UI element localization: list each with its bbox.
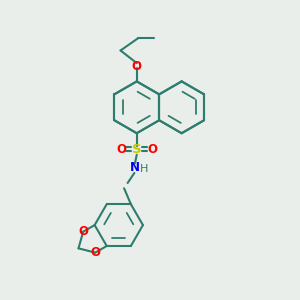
Text: N: N bbox=[129, 161, 140, 174]
Text: H: H bbox=[140, 164, 148, 174]
Text: S: S bbox=[132, 143, 142, 156]
Text: O: O bbox=[116, 143, 126, 156]
Text: O: O bbox=[78, 225, 88, 238]
Text: O: O bbox=[132, 60, 142, 73]
Text: O: O bbox=[147, 143, 157, 156]
Text: O: O bbox=[90, 246, 100, 259]
